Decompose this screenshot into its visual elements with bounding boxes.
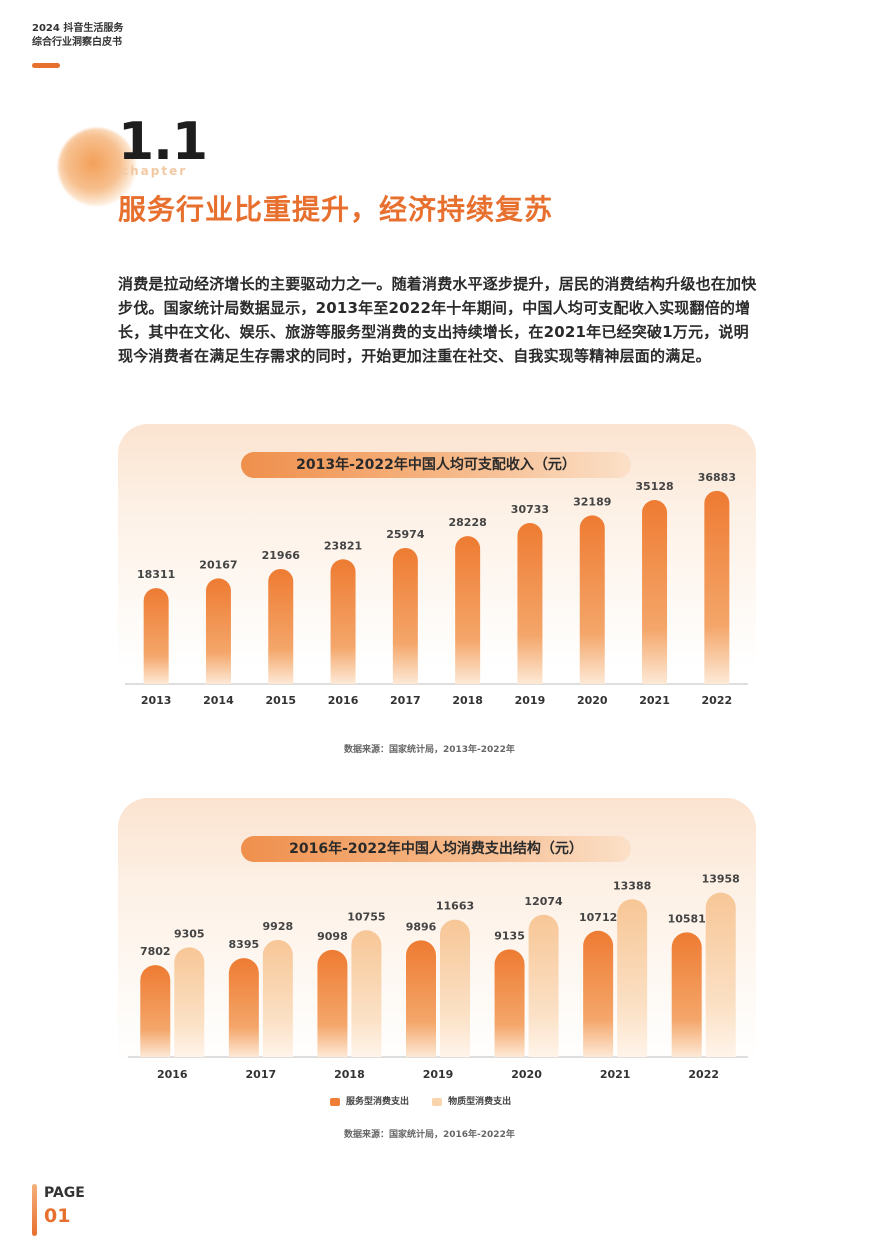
chart1-value-label: 28228 xyxy=(449,516,487,529)
chart1-source: 数据来源：国家统计局，2013年-2022年 xyxy=(344,745,515,755)
chapter-title: 服务行业比重提升，经济持续复苏 xyxy=(118,193,554,226)
chart2-legend: 服务型消费支出 物质型消费支出 xyxy=(330,1094,531,1107)
chart1-value-label: 35128 xyxy=(635,480,673,493)
chart1-x-tick: 2019 xyxy=(515,694,546,707)
chart1-bar xyxy=(143,588,169,684)
chart1-bar xyxy=(517,523,543,684)
chart2-value-label: 7802 xyxy=(140,945,171,958)
chart2-x-tick: 2017 xyxy=(246,1068,277,1081)
chart1-bar xyxy=(579,515,605,684)
chart1-bar xyxy=(392,547,418,684)
chart2-value-label: 9928 xyxy=(263,920,294,933)
chart1-value-label: 18311 xyxy=(137,568,175,581)
chart1-bar xyxy=(704,490,730,684)
chart1-value-label: 36883 xyxy=(698,471,736,484)
chart2-bar-service xyxy=(140,965,171,1057)
chart2-value-label: 10581 xyxy=(668,912,706,925)
chart1-value-label: 23821 xyxy=(324,539,362,552)
chart2-value-label: 12074 xyxy=(524,895,563,908)
chart2-bar-material xyxy=(174,947,205,1057)
chart1-value-label: 25974 xyxy=(386,528,425,541)
chart2-value-label: 9305 xyxy=(174,927,205,940)
header-line1: 2024 抖音生活服务 xyxy=(32,23,124,34)
chart2-value-label: 10755 xyxy=(347,910,385,923)
chart2-value-label: 9896 xyxy=(406,920,437,933)
chart2-x-tick: 2021 xyxy=(600,1068,631,1081)
chart2-bar-material xyxy=(528,914,559,1057)
chart1-x-tick: 2015 xyxy=(265,694,296,707)
chart2-bar-service xyxy=(494,949,525,1057)
chart2-value-label: 13958 xyxy=(702,873,740,886)
chart2-x-tick: 2020 xyxy=(511,1068,542,1081)
chart2-value-label: 13388 xyxy=(613,879,651,892)
chart1-value-label: 32189 xyxy=(573,495,611,508)
chart2-x-tick: 2022 xyxy=(688,1068,719,1081)
legend-label-material: 物质型消费支出 xyxy=(448,1097,512,1107)
chart1-value-label: 21966 xyxy=(262,549,301,562)
chart2-bar-service xyxy=(671,932,702,1057)
chart1-bar xyxy=(455,536,481,684)
chart1-x-tick: 2017 xyxy=(390,694,421,707)
chart2-value-label: 8395 xyxy=(229,938,260,951)
chart1-bar xyxy=(642,500,668,684)
header-accent-bar xyxy=(32,63,60,68)
legend-swatch-material xyxy=(432,1097,443,1106)
chart2-title: 2016年-2022年中国人均消费支出结构（元） xyxy=(241,836,631,862)
chart1-bar xyxy=(330,559,356,684)
chart2-bar-material xyxy=(262,940,293,1057)
header-text: 2024 抖音生活服务 综合行业洞察白皮书 xyxy=(32,22,123,50)
chart1-bar xyxy=(205,578,231,684)
chart2-bar-service xyxy=(228,958,259,1057)
chart1-x-tick: 2018 xyxy=(452,694,483,707)
chart2-bar-service xyxy=(317,949,348,1057)
chart2-value-label: 11663 xyxy=(436,900,474,913)
chart1-x-tick: 2020 xyxy=(577,694,608,707)
legend-label-service: 服务型消费支出 xyxy=(346,1097,410,1107)
chart2-x-tick: 2016 xyxy=(157,1068,188,1081)
legend-swatch-service xyxy=(330,1097,340,1106)
page-accent-bar xyxy=(32,1184,37,1236)
chapter-word: chapter xyxy=(121,164,188,178)
chapter-orb-decoration xyxy=(58,128,136,206)
chart2-bar-material xyxy=(440,919,470,1057)
chart1-x-tick: 2021 xyxy=(639,694,670,707)
chart2-source: 数据来源：国家统计局，2016年-2022年 xyxy=(344,1130,515,1140)
chart2-bar-service xyxy=(406,940,436,1057)
chart1-x-tick: 2022 xyxy=(702,694,733,707)
chart2-x-tick: 2018 xyxy=(334,1068,365,1081)
chart1-x-tick: 2013 xyxy=(141,694,172,707)
chart2-bar-service xyxy=(583,930,614,1057)
chart1-value-label: 20167 xyxy=(199,558,237,571)
chart2-value-label: 9135 xyxy=(494,929,525,942)
header-line2: 综合行业洞察白皮书 xyxy=(32,37,122,48)
page-label: PAGE xyxy=(44,1185,85,1201)
chart2-bar-material xyxy=(617,899,648,1057)
legend-item-material: 物质型消费支出 xyxy=(432,1094,511,1107)
chart1-x-tick: 2014 xyxy=(203,694,234,707)
chart1-x-tick: 2016 xyxy=(328,694,359,707)
chart2-bar-material xyxy=(705,892,736,1057)
chart1-value-label: 30733 xyxy=(511,503,549,516)
chart2-x-tick: 2019 xyxy=(423,1068,454,1081)
chart2-value-label: 10712 xyxy=(579,911,617,924)
chapter-number: 1.1 xyxy=(118,112,208,172)
chart2-bar-material xyxy=(351,930,382,1057)
chart1-bar xyxy=(268,568,294,684)
legend-item-service: 服务型消费支出 xyxy=(330,1094,409,1107)
intro-paragraph: 消费是拉动经济增长的主要驱动力之一。随着消费水平逐步提升，居民的消费结构升级也在… xyxy=(118,275,757,365)
chart1-title: 2013年-2022年中国人均可支配收入（元） xyxy=(241,452,631,478)
chart1-plot: 18311 2013 20167 2014 21966 2015 23821 2016 2597… xyxy=(125,471,748,707)
page-number: 01 xyxy=(44,1205,71,1227)
chart2-value-label: 9098 xyxy=(317,930,348,943)
